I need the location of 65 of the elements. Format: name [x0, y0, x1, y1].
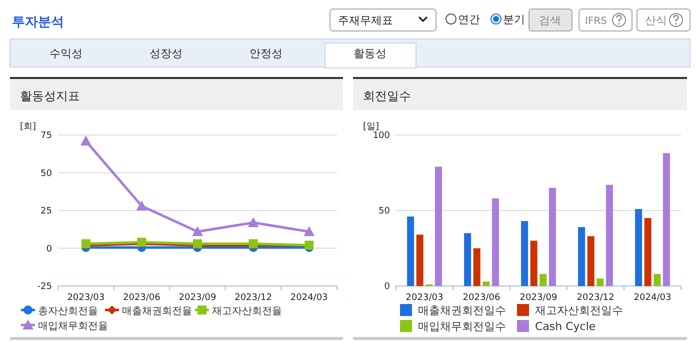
- text: 성장성: [150, 47, 182, 60]
- bar: [606, 184, 613, 286]
- legend-label: 총자산회전율: [38, 306, 98, 317]
- x-tick-label: 2023/03: [406, 293, 444, 303]
- y-axis-title: [회]: [20, 122, 36, 132]
- point: [304, 226, 315, 236]
- legend-label: 재고자산회전율: [212, 306, 282, 317]
- text: 수익성: [50, 47, 82, 60]
- bar: [473, 248, 480, 286]
- bar: [530, 240, 538, 286]
- bar: [434, 166, 442, 286]
- legend-label: 매출채권회전율: [122, 306, 192, 317]
- x-tick-label: 2023/06: [462, 293, 500, 303]
- x-tick-label: 2023/09: [520, 293, 558, 303]
- y-tick-label: 25: [40, 206, 52, 216]
- text: 주재무제표: [338, 14, 393, 27]
- text: 안정성: [250, 47, 282, 60]
- point: [80, 136, 92, 146]
- bar: [654, 274, 661, 286]
- bar: [492, 198, 499, 286]
- bar: [662, 153, 670, 286]
- point: [136, 200, 148, 210]
- bar: [635, 208, 642, 286]
- text: 활동성: [354, 47, 386, 60]
- x-tick-label: 2023/09: [178, 293, 216, 303]
- x-tick-label: 2023/12: [234, 293, 272, 303]
- chart-title: 활동성지표: [20, 89, 80, 103]
- x-tick-label: 2023/12: [576, 293, 614, 303]
- bar: [578, 227, 586, 286]
- y-tick-label: 100: [372, 131, 390, 141]
- y-tick-label: -25: [37, 282, 52, 292]
- text: 연간: [458, 13, 480, 26]
- y-tick-label: 75: [40, 131, 52, 141]
- legend-label: 매입채무회전율: [38, 321, 108, 332]
- y-tick-label: 0: [46, 244, 52, 254]
- y-tick-label: 50: [378, 206, 390, 216]
- bar: [416, 234, 424, 286]
- text: 산식: [645, 14, 667, 27]
- y-tick-label: 50: [40, 168, 52, 179]
- bar: [548, 188, 556, 286]
- chart-title: 회전일수: [363, 89, 411, 103]
- text: 투자분석: [12, 15, 64, 30]
- text: IFRS: [585, 16, 607, 27]
- bar: [482, 281, 490, 286]
- bar: [596, 278, 604, 286]
- legend-label: 매입채무회전일수: [418, 320, 506, 333]
- bar: [540, 274, 547, 286]
- point: [248, 217, 259, 228]
- x-tick-label: 2023/06: [123, 293, 161, 303]
- bar: [464, 233, 472, 286]
- x-tick-label: 2024/03: [634, 293, 672, 303]
- y-axis-title: [일]: [363, 122, 380, 132]
- bar: [587, 236, 594, 286]
- x-tick-label: 2024/03: [290, 293, 328, 303]
- point: [192, 226, 203, 236]
- text: 분기: [503, 13, 525, 26]
- legend-label: Cash Cycle: [535, 320, 596, 333]
- legend-label: 재고자산회전일수: [535, 304, 623, 317]
- text: 검색: [539, 14, 561, 27]
- y-tick-label: 0: [384, 282, 390, 292]
- x-tick-label: 2023/03: [67, 293, 105, 303]
- legend-label: 매출채권회전일수: [418, 304, 506, 317]
- bar: [644, 218, 652, 286]
- bar: [521, 221, 528, 286]
- bar: [407, 216, 414, 286]
